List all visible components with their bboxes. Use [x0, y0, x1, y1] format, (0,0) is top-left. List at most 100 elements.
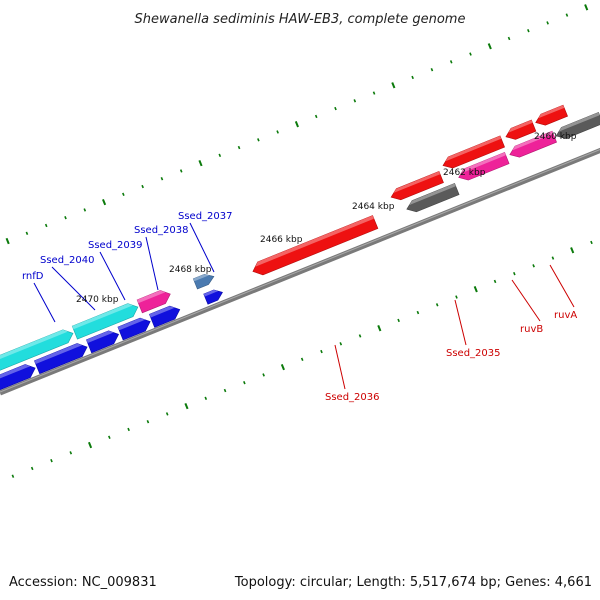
gene-arrow-ruvA — [509, 130, 557, 158]
gene-arrow-Ssed_2038 — [149, 305, 181, 328]
lower-tick-mark — [416, 310, 420, 315]
upper-tick-mark — [218, 153, 222, 158]
upper-tick-mark — [179, 169, 183, 173]
upper-tick-mark — [546, 21, 549, 25]
gene-arrow-ruvB — [458, 152, 510, 181]
upper-tick-mark — [276, 130, 279, 134]
coordinate-label: 2464 kbp — [352, 202, 395, 212]
lower-tick-mark — [590, 240, 593, 245]
gene-arrow-minus-c — [505, 119, 537, 140]
lower-tick-mark — [184, 402, 189, 410]
lower-tick-mark — [30, 466, 34, 471]
lower-tick-mark — [455, 295, 458, 299]
coordinate-label: 2460 kbp — [534, 132, 577, 142]
upper-tick-mark — [102, 198, 107, 206]
coordinate-label: 2462 kbp — [443, 168, 486, 178]
lower-tick-mark — [262, 373, 265, 377]
gene-label: Ssed_2037 — [178, 211, 233, 222]
lower-tick-mark — [320, 349, 323, 354]
gene-arrow-minus-b — [442, 135, 505, 169]
lower-tick-mark — [513, 271, 516, 276]
lower-tick-mark — [127, 427, 130, 432]
lower-tick-mark — [146, 419, 150, 424]
upper-tick-mark — [449, 60, 453, 64]
gene-arrow-Ssed_2036 — [252, 215, 379, 276]
map-title: Shewanella sediminis HAW-EB3, complete g… — [135, 12, 466, 27]
upper-tick-mark — [141, 184, 144, 189]
gene-label: Ssed_2038 — [134, 225, 189, 236]
lower-tick-mark — [11, 474, 15, 478]
upper-tick-mark — [469, 52, 472, 56]
upper-tick-mark — [565, 13, 569, 17]
lower-tick-mark — [300, 357, 304, 362]
upper-tick-mark — [160, 177, 164, 181]
upper-tick-mark — [353, 99, 357, 103]
upper-tick-mark — [44, 223, 48, 228]
gene-arrow-row2-f — [203, 289, 223, 305]
gene-arrow-Ssed_2035 — [406, 183, 460, 213]
gene-label: Ssed_2035 — [446, 348, 501, 359]
lower-tick-mark — [358, 334, 362, 338]
lower-tick-mark — [473, 286, 478, 293]
lower-tick-mark — [397, 318, 400, 323]
gene-arrow-row2-c — [86, 330, 120, 354]
upper-tick-mark — [430, 67, 434, 72]
tick-marks — [5, 4, 593, 478]
coordinate-label: 2466 kbp — [260, 235, 303, 245]
upper-tick-mark — [237, 145, 241, 150]
upper-tick-mark — [64, 216, 67, 220]
upper-tick-mark — [198, 159, 203, 167]
lower-tick-mark — [50, 458, 53, 463]
gene-label: Ssed_2040 — [40, 255, 95, 266]
lower-tick-mark — [570, 247, 575, 254]
label-leader-line — [51, 266, 96, 311]
lower-tick-mark — [223, 388, 227, 393]
upper-tick-mark — [122, 192, 125, 197]
genome-summary-text: Topology: circular; Length: 5,517,674 bp… — [234, 575, 592, 590]
gene-arrow-rnfD — [0, 329, 74, 371]
lower-tick-mark — [108, 435, 111, 439]
label-leader-line — [454, 299, 467, 346]
label-leader-line — [334, 344, 346, 390]
upper-tick-mark — [314, 114, 318, 119]
backbone-highlight — [0, 149, 600, 393]
upper-tick-mark — [411, 75, 414, 80]
lower-tick-mark — [493, 279, 497, 284]
label-leader-line — [145, 236, 159, 291]
lower-tick-mark — [339, 342, 343, 346]
upper-tick-mark — [294, 121, 299, 128]
gene-arrow-row2-a — [0, 364, 36, 391]
lower-tick-mark — [204, 396, 208, 400]
lower-tick-mark — [243, 381, 246, 385]
upper-tick-mark — [391, 82, 396, 89]
gene-arrow-minus-a — [390, 171, 444, 201]
label-leader-line — [189, 222, 215, 273]
lower-tick-mark — [532, 264, 535, 268]
gene-arrow-row2-b — [34, 343, 88, 375]
accession-text: Accession: NC_009831 — [9, 575, 157, 590]
upper-tick-mark — [507, 36, 511, 41]
label-leader-line — [549, 264, 575, 308]
upper-tick-mark — [487, 43, 492, 50]
upper-tick-mark — [584, 4, 589, 11]
lower-tick-mark — [165, 412, 169, 416]
label-leader-line — [99, 251, 126, 301]
gene-arrow-minus-d — [535, 104, 568, 126]
lower-tick-mark — [69, 451, 73, 455]
label-leader-line — [33, 282, 56, 323]
genome-backbone — [0, 147, 600, 396]
label-leader-lines — [33, 222, 575, 390]
gene-arrow-Ssed_2039 — [136, 290, 171, 314]
gene-label: Ssed_2039 — [88, 240, 143, 251]
lower-tick-mark — [377, 325, 382, 332]
gene-arrow-minus-e — [555, 112, 600, 139]
coordinate-label: 2468 kbp — [169, 265, 212, 275]
gene-features — [0, 104, 600, 391]
gene-label: ruvB — [520, 324, 543, 335]
gene-labels: rnfD Ssed_2040 Ssed_2039 Ssed_2038 Ssed_2037… — [22, 211, 577, 403]
upper-tick-mark — [334, 106, 337, 111]
upper-tick-mark — [5, 237, 10, 245]
label-leader-line — [511, 279, 541, 322]
lower-tick-mark — [435, 303, 439, 307]
gene-arrow-row2-d — [117, 317, 151, 341]
